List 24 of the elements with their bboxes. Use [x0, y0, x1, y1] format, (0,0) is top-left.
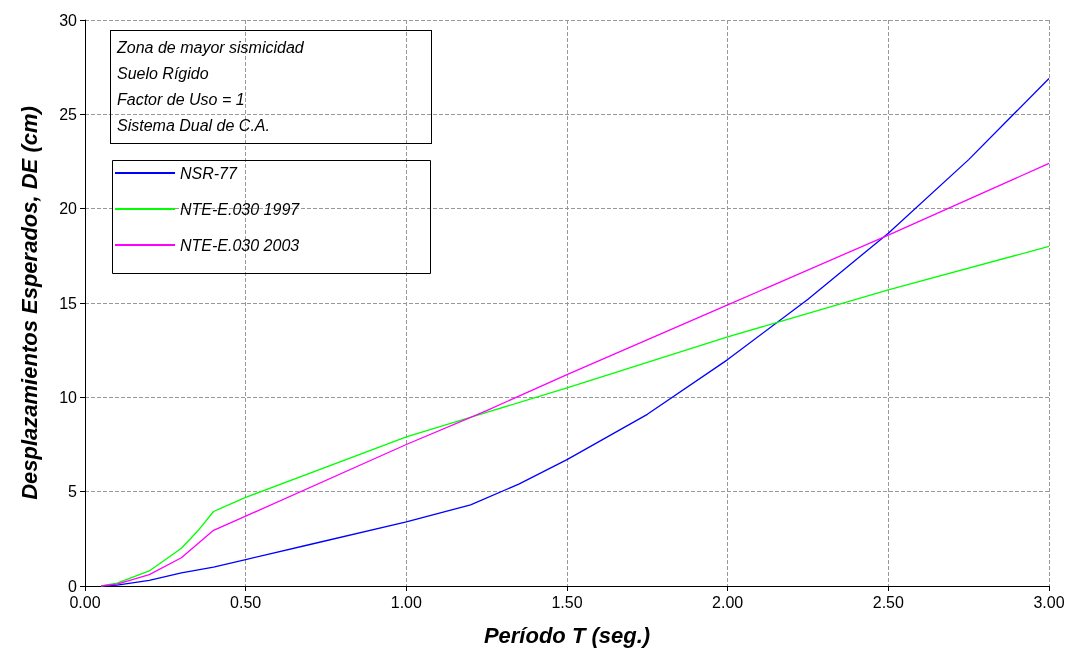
- x-tick-label: 2.00: [712, 593, 744, 611]
- annotation: Suelo Rígido: [117, 64, 210, 84]
- y-tick-label: 20: [59, 200, 78, 218]
- y-tick-label: 10: [59, 388, 78, 406]
- y-tick-label: 5: [68, 483, 78, 501]
- x-tick-label: 0.00: [69, 593, 101, 611]
- x-tick-label: 1.00: [390, 593, 423, 611]
- y-tick-label: 15: [59, 294, 78, 312]
- x-tick-label: 2.50: [872, 593, 905, 611]
- legend-label: NSR-77: [180, 164, 239, 182]
- y-axis-title: Desplazamientos Esperados, DE (cm): [16, 106, 42, 500]
- legend-label: NTE-E.030 2003: [180, 236, 300, 254]
- x-tick-label: 1.50: [551, 593, 583, 611]
- legend-label: NTE-E.030 1997: [180, 200, 301, 218]
- x-axis-title: Período T (seg.): [483, 622, 651, 648]
- annotation: Factor de Uso = 1: [117, 90, 246, 110]
- x-tick-label: 0.50: [230, 593, 262, 611]
- annotation: Zona de mayor sismicidad: [117, 38, 305, 58]
- annotation: Sistema Dual de C.A.: [117, 116, 271, 136]
- y-tick-label: 0: [68, 577, 78, 595]
- y-tick-label: 30: [59, 11, 78, 29]
- x-tick-label: 3.00: [1033, 593, 1065, 611]
- y-tick-label: 25: [59, 105, 78, 123]
- line-series: [100, 162, 1050, 587]
